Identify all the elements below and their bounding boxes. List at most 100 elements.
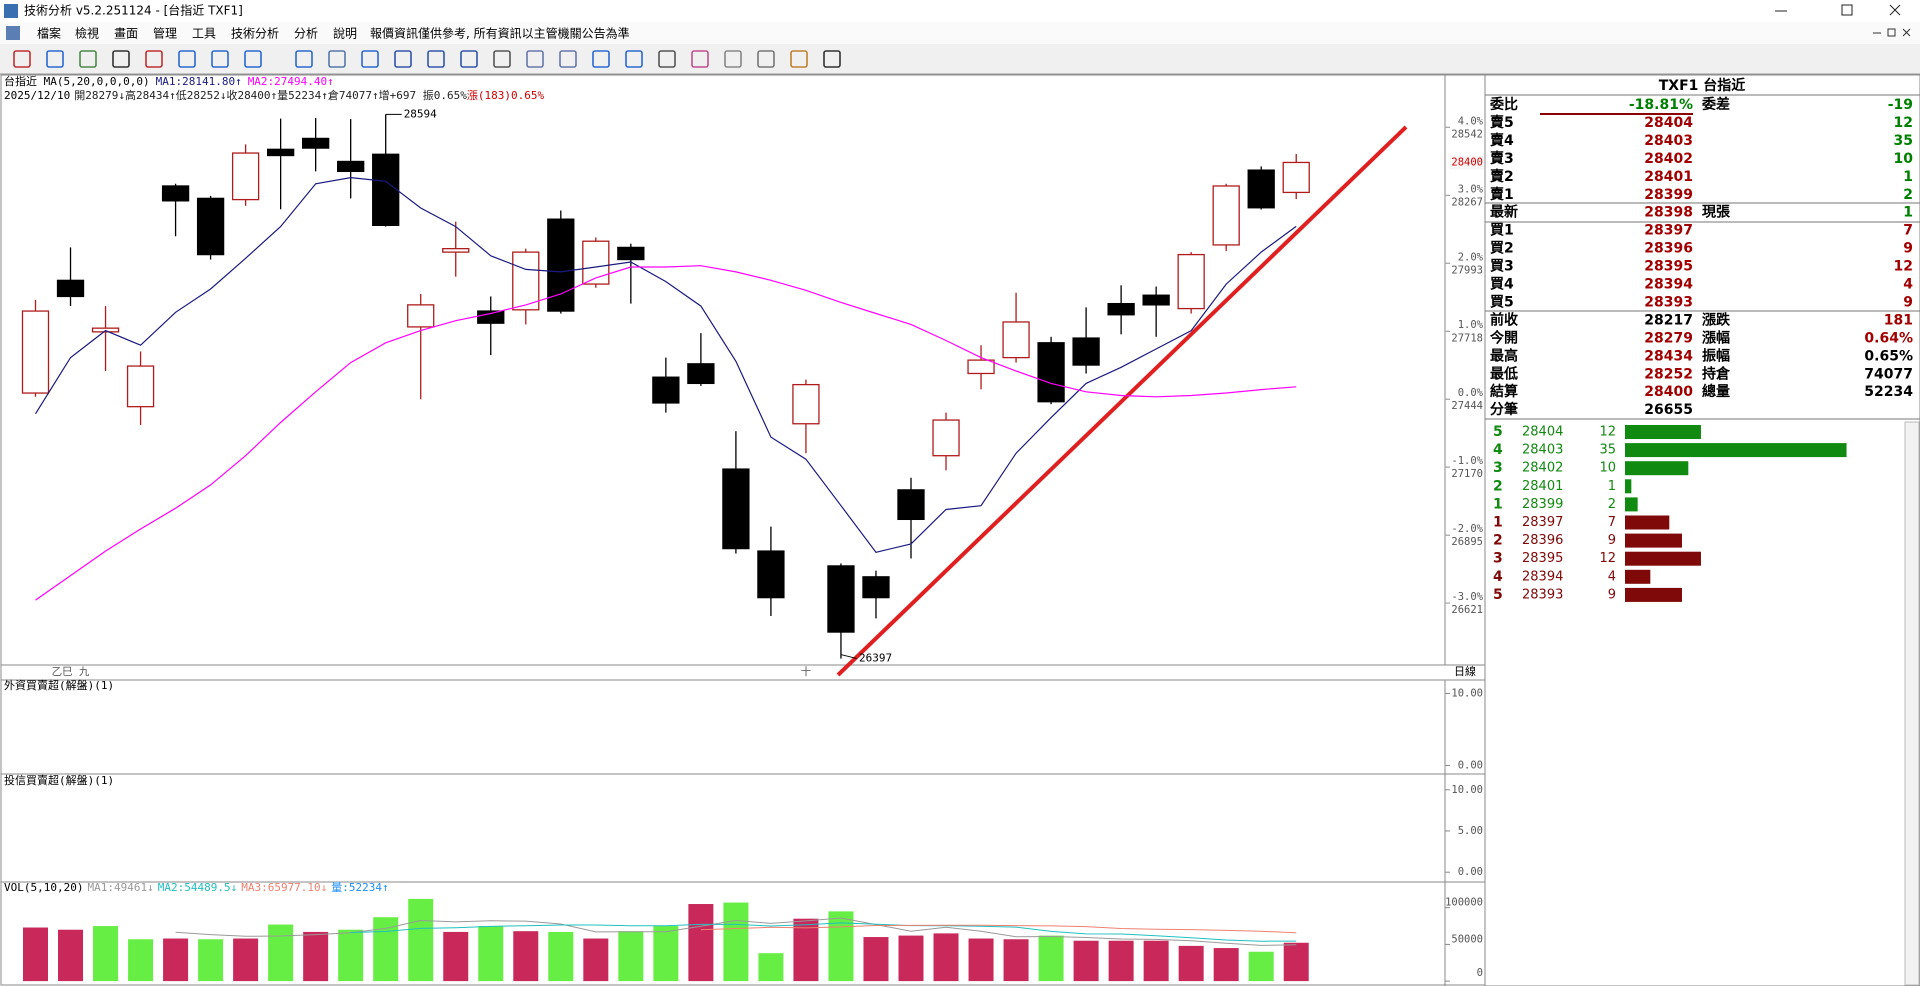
depth-price: 28397: [1522, 515, 1563, 530]
depth-level: 1: [1493, 515, 1503, 531]
quote-cell: 總量: [1702, 383, 1730, 400]
toolbar-button[interactable]: [46, 50, 64, 68]
panel-title-text: 投信買賣超(解盤)(1): [4, 773, 114, 787]
quote-cell: 漲幅: [1702, 329, 1730, 346]
menu-item[interactable]: 工具: [192, 27, 216, 41]
depth-price: 28395: [1522, 551, 1563, 566]
ma-line: [700, 924, 1297, 934]
menu-item[interactable]: 畫面: [114, 26, 138, 41]
child-window-controls[interactable]: [1873, 28, 1911, 37]
depth-qty: 12: [1599, 425, 1616, 440]
window-title: 技術分析 v5.2.251124 - [台指近 TXF1]: [24, 3, 243, 18]
toolbar-button[interactable]: [361, 50, 379, 68]
toolbar-button[interactable]: [724, 50, 742, 68]
panel-title-text: VOL(5,10,20): [4, 881, 83, 894]
volume-label: 量:52234↑: [331, 881, 388, 894]
quote-cell: 賣4: [1489, 132, 1514, 149]
quote-cell: 28397: [1644, 223, 1693, 239]
toolbar-button[interactable]: [394, 50, 412, 68]
quote-cell: 1: [1903, 205, 1913, 221]
bar-change: 漲(183)0.65%: [467, 89, 545, 102]
panel-title: 投信買賣超(解盤)(1): [4, 773, 114, 787]
toolbar-button[interactable]: [460, 50, 478, 68]
volume-bar: [583, 938, 609, 982]
depth-qty: 35: [1599, 443, 1616, 458]
candle-body: [897, 489, 925, 521]
y-tick-label: 27993: [1451, 264, 1483, 276]
toolbar-button[interactable]: [823, 50, 841, 68]
toolbar-button[interactable]: [79, 50, 97, 68]
y-tick-label: 50000: [1451, 933, 1483, 945]
volume-bar: [163, 938, 189, 982]
quote-cell: 28401: [1644, 169, 1693, 185]
quote-cell: 0.64%: [1864, 330, 1913, 346]
quote-cell: 賣2: [1489, 168, 1514, 185]
toolbar-button[interactable]: [244, 50, 262, 68]
toolbar-button[interactable]: [328, 50, 346, 68]
toolbar-button[interactable]: [625, 50, 643, 68]
depth-price: 28401: [1522, 479, 1563, 494]
volume-bar: [1283, 942, 1309, 982]
menu-bar: [0, 22, 1920, 44]
quote-cell: 振幅: [1702, 347, 1730, 364]
quote-cell: 買1: [1490, 223, 1514, 239]
toolbar-button[interactable]: [559, 50, 577, 68]
volume-bar: [618, 931, 644, 982]
close-button[interactable]: [1889, 4, 1901, 16]
toolbar-button[interactable]: [211, 50, 229, 68]
y-tick-label: 10.00: [1451, 784, 1483, 796]
toolbar-button[interactable]: [757, 50, 775, 68]
candle-body: [512, 251, 540, 311]
depth-qty: 7: [1608, 515, 1616, 530]
candle-body: [56, 279, 85, 298]
volume-bar: [513, 931, 539, 982]
x-tick-label: 乙巳 九: [52, 666, 90, 678]
menu-item[interactable]: 管理: [153, 26, 177, 41]
menu-item[interactable]: 分析: [294, 27, 318, 41]
toolbar-button[interactable]: [427, 50, 445, 68]
quote-cell: 28434: [1644, 348, 1693, 364]
volume-bar: [478, 926, 504, 982]
depth-bar: [1625, 461, 1689, 476]
bar-info: 開28279↓高28434↑低28252↓收28400↑量52234↑倉7407…: [74, 88, 467, 102]
candle-body: [932, 419, 960, 457]
restore-button[interactable]: [1841, 4, 1853, 16]
toolbar-button[interactable]: [145, 50, 163, 68]
y2-tick-label: 0.0%: [1458, 387, 1484, 399]
toolbar-button[interactable]: [526, 50, 544, 68]
toolbar-button[interactable]: [178, 50, 196, 68]
quote-cell: 持倉: [1702, 365, 1731, 382]
quote-cell: 28400: [1644, 384, 1693, 400]
y2-tick-label: -1.0%: [1451, 455, 1483, 467]
toolbar-button[interactable]: [658, 50, 676, 68]
toolbar-button[interactable]: [691, 50, 709, 68]
volume-bar: [1248, 951, 1274, 982]
toolbar-button[interactable]: [790, 50, 808, 68]
menu-item[interactable]: 檔案: [37, 26, 61, 41]
quote-cell: 買2: [1490, 241, 1514, 257]
depth-qty: 2: [1608, 497, 1616, 512]
toolbar-button[interactable]: [112, 50, 130, 68]
volume-bar: [373, 917, 399, 982]
toolbar-button[interactable]: [295, 50, 313, 68]
menu-item[interactable]: 檢視: [75, 26, 99, 41]
legend-entry: MA1:49461↓: [87, 881, 153, 894]
quote-cell: 最高: [1490, 347, 1518, 364]
quote-cell: 28393: [1644, 294, 1693, 310]
quote-cell: 2: [1903, 187, 1913, 203]
toolbar-button[interactable]: [13, 50, 31, 68]
y2-tick-label: 4.0%: [1458, 115, 1484, 127]
candle-body: [126, 365, 155, 408]
depth-qty: 9: [1608, 533, 1616, 548]
candle-body: [827, 565, 855, 633]
app-icon: [4, 4, 18, 18]
menu-item[interactable]: 技術分析: [231, 27, 279, 41]
toolbar-button[interactable]: [493, 50, 511, 68]
depth-bar: [1625, 443, 1847, 458]
depth-level: 4: [1493, 569, 1503, 585]
menu-item[interactable]: 說明: [333, 26, 357, 41]
toolbar-button[interactable]: [592, 50, 610, 68]
volume-bar: [723, 902, 749, 982]
